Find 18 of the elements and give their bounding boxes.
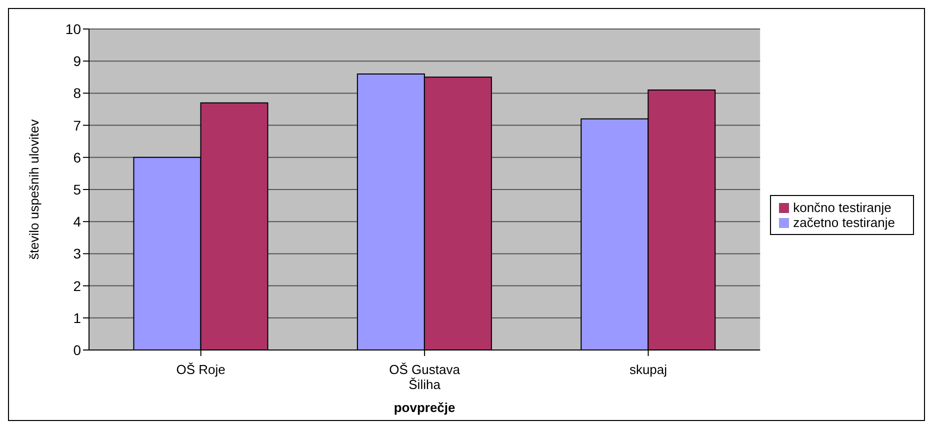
- y-tick-label: 10: [65, 20, 82, 37]
- x-tick-label: OŠ Roje: [176, 362, 226, 377]
- y-tick-label: 5: [73, 181, 82, 198]
- x-tick-label: OŠ Gustava Šiliha: [389, 362, 461, 392]
- x-axis-title: povprečje: [394, 400, 456, 415]
- x-tick-label: skupaj: [629, 362, 668, 377]
- y-tick-label: 3: [73, 246, 82, 262]
- y-tick-label: 1: [73, 310, 82, 326]
- legend-label: začetno testiranje: [793, 214, 895, 230]
- y-tick-label: 2: [73, 278, 82, 294]
- y-axis-title: število uspešnih ulovitev: [26, 118, 42, 260]
- y-tick-label: 8: [73, 85, 82, 102]
- y-tick-label: 0: [73, 342, 82, 358]
- y-tick-label: 9: [73, 53, 82, 70]
- y-tick-label: 4: [73, 214, 82, 230]
- legend-label: končno testiranje: [793, 200, 892, 214]
- y-tick-label: 6: [73, 149, 82, 166]
- y-tick-label: 7: [73, 117, 82, 134]
